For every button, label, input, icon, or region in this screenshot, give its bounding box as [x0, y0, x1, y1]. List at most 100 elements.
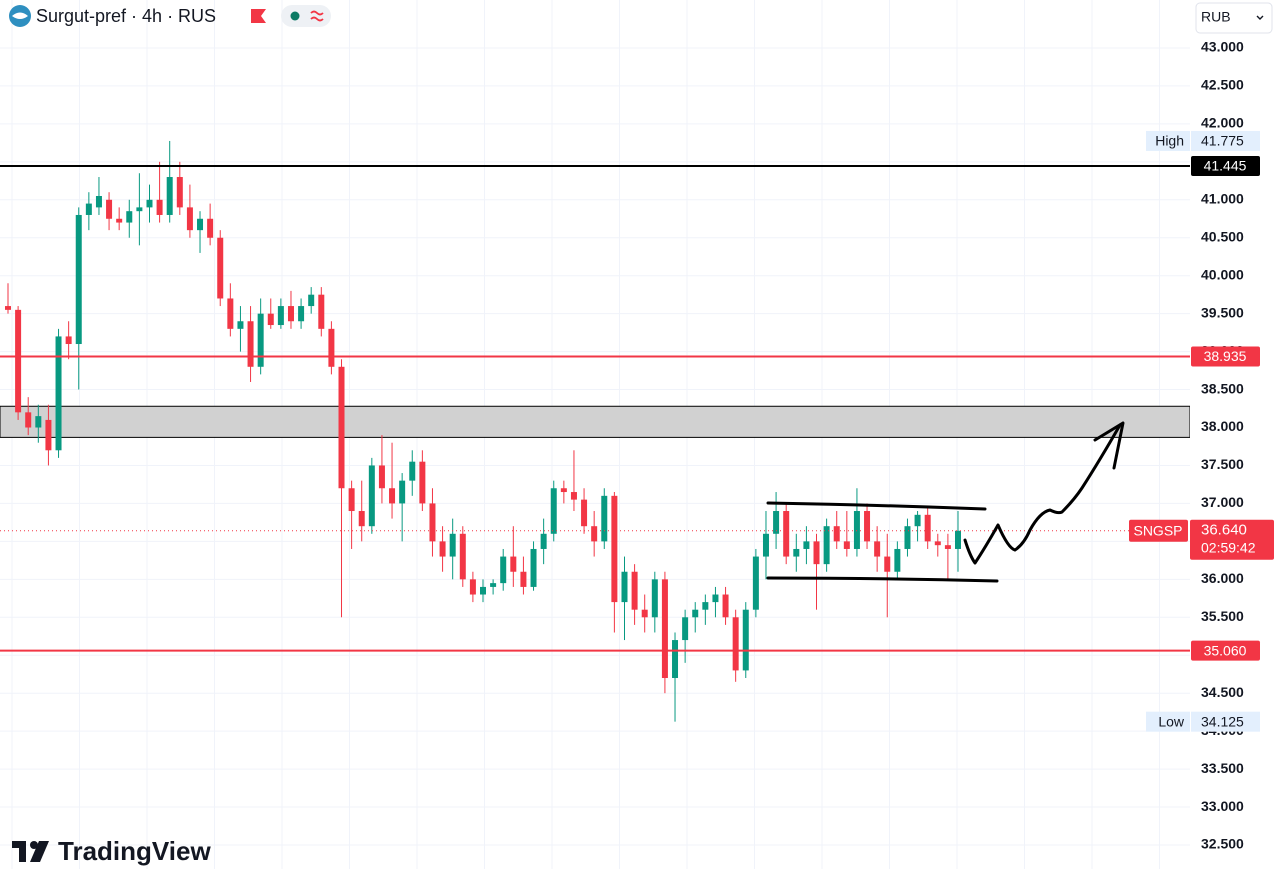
- low-marker-tag: Low: [1158, 713, 1185, 729]
- candle-body: [298, 306, 305, 322]
- low-marker-value-box: [1191, 711, 1260, 732]
- watermark-text: TradingView: [58, 836, 211, 866]
- candle-body: [722, 594, 729, 618]
- high-marker-tag: High: [1155, 133, 1184, 149]
- candle-body: [35, 416, 42, 428]
- range-bottom-line: [766, 576, 999, 583]
- candle-body: [601, 495, 608, 542]
- levels: [0, 165, 1190, 652]
- candle-body: [146, 199, 153, 208]
- candle-body: [944, 545, 951, 549]
- candle-body: [661, 579, 668, 679]
- candle-body: [267, 313, 274, 326]
- level-label: 38.935: [1204, 348, 1247, 364]
- candle-body: [793, 548, 800, 557]
- candle-body: [186, 207, 193, 231]
- candle-body: [237, 321, 244, 329]
- candle-body: [126, 211, 133, 223]
- candle-body: [207, 218, 214, 238]
- candle-body: [732, 617, 739, 671]
- candle-body: [25, 412, 32, 428]
- level-label-box: [1191, 640, 1260, 661]
- candle-body: [459, 533, 466, 580]
- candle-body: [712, 594, 719, 603]
- candle-body: [116, 218, 123, 223]
- low-marker-value: 34.125: [1201, 713, 1244, 729]
- candle-body: [176, 177, 183, 208]
- candle-body: [419, 461, 426, 504]
- level-label-box: [1191, 156, 1260, 177]
- candle-body: [500, 556, 507, 584]
- y-tick-label: 38.000: [1201, 418, 1244, 434]
- candle-body: [591, 526, 598, 542]
- last-price-box: [1190, 519, 1274, 560]
- candle-body: [197, 218, 204, 231]
- level-label: 35.060: [1204, 642, 1247, 658]
- candle-body: [257, 313, 264, 367]
- candle-body: [338, 366, 345, 489]
- candle-body: [742, 609, 749, 671]
- candle-body: [490, 583, 497, 587]
- candle-body: [752, 556, 759, 610]
- candle-body: [955, 530, 961, 549]
- low-marker-tag-box: [1146, 711, 1190, 732]
- high-marker-value-box: [1191, 130, 1260, 151]
- candle-body: [469, 579, 476, 595]
- candle-body: [884, 556, 891, 572]
- currency-select[interactable]: [1195, 2, 1273, 34]
- candle-body: [934, 541, 941, 546]
- arrow-head: [1093, 421, 1125, 470]
- candle-body: [308, 294, 315, 307]
- y-tick-label: 37.500: [1201, 456, 1244, 472]
- y-tick-label: 37.000: [1201, 494, 1244, 510]
- dropdown-arrow: [1256, 15, 1264, 20]
- tv-logo-2: [30, 841, 49, 862]
- y-tick-label: 32.500: [1201, 836, 1244, 852]
- candle-body: [15, 309, 22, 413]
- candle-body: [702, 602, 709, 610]
- candle-body: [85, 203, 92, 215]
- candle-body: [480, 586, 486, 595]
- candle-body: [318, 294, 325, 329]
- countdown-label: 02:59:42: [1201, 539, 1256, 555]
- last-price-label: 36.640: [1201, 522, 1247, 539]
- tv-logo-1: [12, 841, 26, 862]
- y-tick-label: 38.500: [1201, 380, 1244, 396]
- y-tick-label: 33.000: [1201, 798, 1244, 814]
- y-tick-label: 34.500: [1201, 684, 1244, 700]
- y-tick-label: 36.000: [1201, 570, 1244, 586]
- y-tick-label: 42.500: [1201, 77, 1244, 93]
- candle-body: [864, 511, 871, 542]
- y-tick-label: 39.500: [1201, 304, 1244, 320]
- candle-body: [803, 541, 810, 549]
- status-dot: [290, 11, 300, 21]
- y-tick-label: 40.500: [1201, 228, 1244, 244]
- candle-body: [833, 526, 840, 542]
- candle-body: [570, 492, 577, 500]
- candle-body: [672, 640, 679, 679]
- candle-body: [45, 419, 52, 451]
- tv-logo-dot: [30, 841, 38, 849]
- candle-body: [813, 541, 820, 565]
- axis-labels: 32.50033.00033.50034.00034.50035.00035.5…: [1201, 39, 1244, 852]
- candle-body: [560, 488, 567, 493]
- candle-body: [823, 526, 830, 565]
- candle-body: [611, 495, 618, 603]
- high-marker-tag-box: [1146, 130, 1190, 151]
- candle-body: [762, 533, 769, 557]
- flag-icon: [251, 9, 266, 23]
- high-marker-value: 41.775: [1201, 133, 1244, 149]
- header: Surgut-pref · 4h · RUS RUB: [9, 2, 1273, 34]
- support-zone: [0, 405, 1191, 438]
- candle-body: [247, 321, 254, 367]
- candle-body: [924, 514, 931, 542]
- candle-body: [530, 548, 537, 587]
- candle-body: [894, 548, 901, 572]
- status-wave[interactable]: [310, 10, 324, 22]
- candle-body: [904, 526, 911, 549]
- candle-body: [75, 214, 82, 345]
- candle-body: [65, 336, 72, 345]
- candle-body: [692, 609, 699, 618]
- candle-body: [520, 571, 527, 587]
- candle-body: [510, 556, 517, 572]
